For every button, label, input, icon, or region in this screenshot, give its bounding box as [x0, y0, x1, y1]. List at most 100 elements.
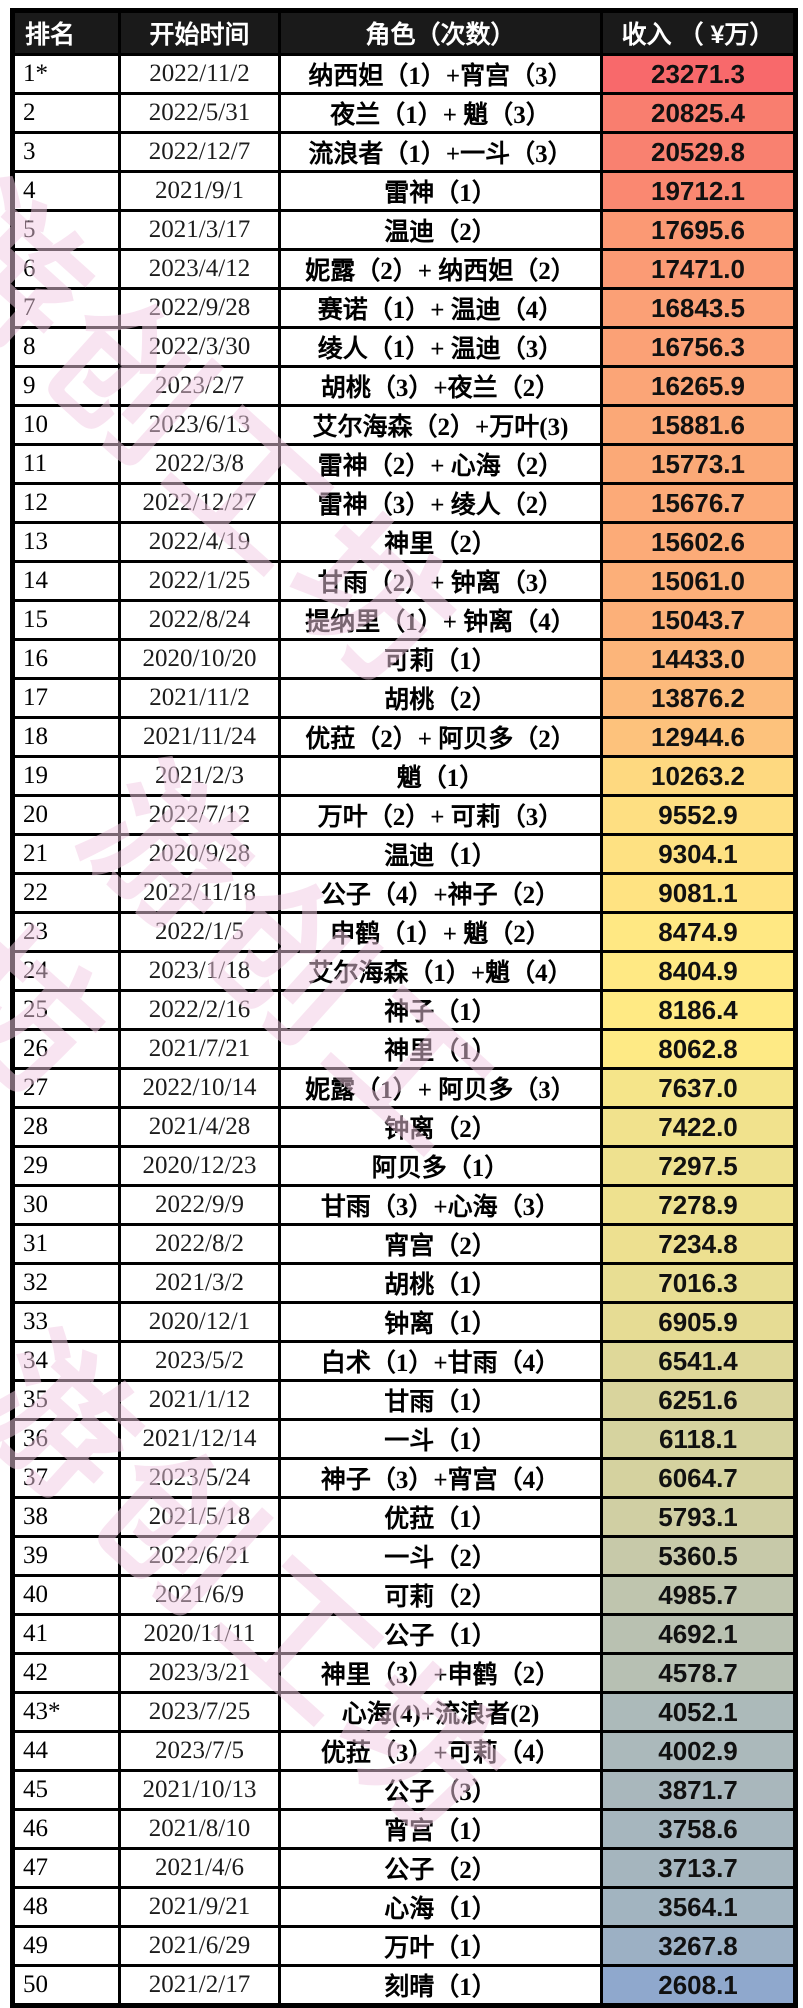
rank-cell: 31 [11, 1223, 121, 1265]
character-runs-cell: 钟离（2） [278, 1106, 603, 1148]
rank-cell: 37 [11, 1457, 121, 1499]
rank-cell: 15 [11, 599, 121, 641]
revenue-cell: 17695.6 [600, 209, 797, 251]
rank-cell: 25 [11, 989, 121, 1031]
table-row: 48 2021/9/21 心海（1） 3564.1 [11, 1886, 797, 1928]
revenue-cell: 17471.0 [600, 248, 797, 290]
rank-cell: 35 [11, 1379, 121, 1421]
start-date-cell: 2023/7/25 [118, 1691, 281, 1733]
table-body: 1* 2022/11/2 纳西妲（1）+宵宫（3） 23271.3 2 2022… [11, 53, 797, 2007]
table-row: 29 2020/12/23 阿贝多（1） 7297.5 [11, 1145, 797, 1187]
rank-cell: 45 [11, 1769, 121, 1811]
revenue-cell: 4985.7 [600, 1574, 797, 1616]
revenue-cell: 7637.0 [600, 1067, 797, 1109]
table-row: 2 2022/5/31 夜兰（1）+ 魈（3） 20825.4 [11, 92, 797, 134]
start-date-cell: 2023/5/24 [118, 1457, 281, 1499]
character-runs-cell: 温迪（2） [278, 209, 603, 251]
character-runs-cell: 白术（1）+甘雨（4） [278, 1340, 603, 1382]
start-date-cell: 2022/7/12 [118, 794, 281, 836]
revenue-cell: 15061.0 [600, 560, 797, 602]
revenue-cell: 9552.9 [600, 794, 797, 836]
rank-cell: 24 [11, 950, 121, 992]
character-runs-cell: 公子（2） [278, 1847, 603, 1889]
start-date-cell: 2020/12/1 [118, 1301, 281, 1343]
start-date-cell: 2022/4/19 [118, 521, 281, 563]
table-row: 24 2023/1/18 艾尔海森（1）+魈（4） 8404.9 [11, 950, 797, 992]
revenue-cell: 6541.4 [600, 1340, 797, 1382]
start-date-cell: 2021/8/10 [118, 1808, 281, 1850]
table-row: 39 2022/6/21 一斗（2） 5360.5 [11, 1535, 797, 1577]
start-date-cell: 2023/3/21 [118, 1652, 281, 1694]
rank-cell: 49 [11, 1925, 121, 1967]
table-row: 1* 2022/11/2 纳西妲（1）+宵宫（3） 23271.3 [11, 53, 797, 95]
table-row: 26 2021/7/21 神里（1） 8062.8 [11, 1028, 797, 1070]
revenue-cell: 6905.9 [600, 1301, 797, 1343]
table-row: 8 2022/3/30 绫人（1）+ 温迪（3） 16756.3 [11, 326, 797, 368]
revenue-cell: 8062.8 [600, 1028, 797, 1070]
rank-cell: 40 [11, 1574, 121, 1616]
revenue-cell: 15773.1 [600, 443, 797, 485]
table-row: 46 2021/8/10 宵宫（1） 3758.6 [11, 1808, 797, 1850]
header-character-runs: 角色（次数） [278, 9, 603, 56]
table-row: 20 2022/7/12 万叶（2）+ 可莉（3） 9552.9 [11, 794, 797, 836]
character-runs-cell: 一斗（1） [278, 1418, 603, 1460]
start-date-cell: 2022/2/16 [118, 989, 281, 1031]
revenue-cell: 23271.3 [600, 53, 797, 95]
character-runs-cell: 温迪（1） [278, 833, 603, 875]
character-runs-cell: 夜兰（1）+ 魈（3） [278, 92, 603, 134]
revenue-cell: 3758.6 [600, 1808, 797, 1850]
table-row: 30 2022/9/9 甘雨（3）+心海（3） 7278.9 [11, 1184, 797, 1226]
table-row: 45 2021/10/13 公子（3） 3871.7 [11, 1769, 797, 1811]
table-row: 17 2021/11/2 胡桃（2） 13876.2 [11, 677, 797, 719]
table-row: 35 2021/1/12 甘雨（1） 6251.6 [11, 1379, 797, 1421]
table-row: 15 2022/8/24 提纳里（1）+ 钟离（4） 15043.7 [11, 599, 797, 641]
start-date-cell: 2022/10/14 [118, 1067, 281, 1109]
revenue-cell: 3713.7 [600, 1847, 797, 1889]
revenue-cell: 15043.7 [600, 599, 797, 641]
revenue-cell: 6251.6 [600, 1379, 797, 1421]
start-date-cell: 2020/9/28 [118, 833, 281, 875]
revenue-cell: 6064.7 [600, 1457, 797, 1499]
table-row: 32 2021/3/2 胡桃（1） 7016.3 [11, 1262, 797, 1304]
header-row: 排名 开始时间 角色（次数） 收入 （ ¥万） [11, 9, 797, 56]
start-date-cell: 2021/2/17 [118, 1964, 281, 2007]
rank-cell: 13 [11, 521, 121, 563]
start-date-cell: 2021/9/21 [118, 1886, 281, 1928]
revenue-cell: 8404.9 [600, 950, 797, 992]
table-row: 40 2021/6/9 可莉（2） 4985.7 [11, 1574, 797, 1616]
start-date-cell: 2022/9/9 [118, 1184, 281, 1226]
revenue-cell: 16265.9 [600, 365, 797, 407]
rank-cell: 22 [11, 872, 121, 914]
start-date-cell: 2023/7/5 [118, 1730, 281, 1772]
rank-cell: 29 [11, 1145, 121, 1187]
start-date-cell: 2021/6/29 [118, 1925, 281, 1967]
revenue-cell: 20529.8 [600, 131, 797, 173]
rank-cell: 3 [11, 131, 121, 173]
character-runs-cell: 钟离（1） [278, 1301, 603, 1343]
character-runs-cell: 甘雨（3）+心海（3） [278, 1184, 603, 1226]
rank-cell: 11 [11, 443, 121, 485]
character-runs-cell: 妮露（1）+ 阿贝多（3） [278, 1067, 603, 1109]
start-date-cell: 2022/1/25 [118, 560, 281, 602]
table-row: 23 2022/1/5 申鹤（1）+ 魈（2） 8474.9 [11, 911, 797, 953]
character-runs-cell: 刻晴（1） [278, 1964, 603, 2007]
rank-cell: 8 [11, 326, 121, 368]
revenue-cell: 6118.1 [600, 1418, 797, 1460]
table-row: 11 2022/3/8 雷神（2）+ 心海（2） 15773.1 [11, 443, 797, 485]
revenue-cell: 4578.7 [600, 1652, 797, 1694]
character-runs-cell: 神里（1） [278, 1028, 603, 1070]
rank-cell: 33 [11, 1301, 121, 1343]
revenue-cell: 9304.1 [600, 833, 797, 875]
start-date-cell: 2021/10/13 [118, 1769, 281, 1811]
character-runs-cell: 胡桃（2） [278, 677, 603, 719]
revenue-cell: 16843.5 [600, 287, 797, 329]
table-row: 19 2021/2/3 魈（1） 10263.2 [11, 755, 797, 797]
header-revenue: 收入 （ ¥万） [600, 9, 797, 56]
start-date-cell: 2020/10/20 [118, 638, 281, 680]
rank-cell: 10 [11, 404, 121, 446]
rank-cell: 1* [11, 53, 121, 95]
character-runs-cell: 万叶（2）+ 可莉（3） [278, 794, 603, 836]
table-row: 10 2023/6/13 艾尔海森（2）+万叶(3) 15881.6 [11, 404, 797, 446]
rank-cell: 39 [11, 1535, 121, 1577]
revenue-cell: 16756.3 [600, 326, 797, 368]
